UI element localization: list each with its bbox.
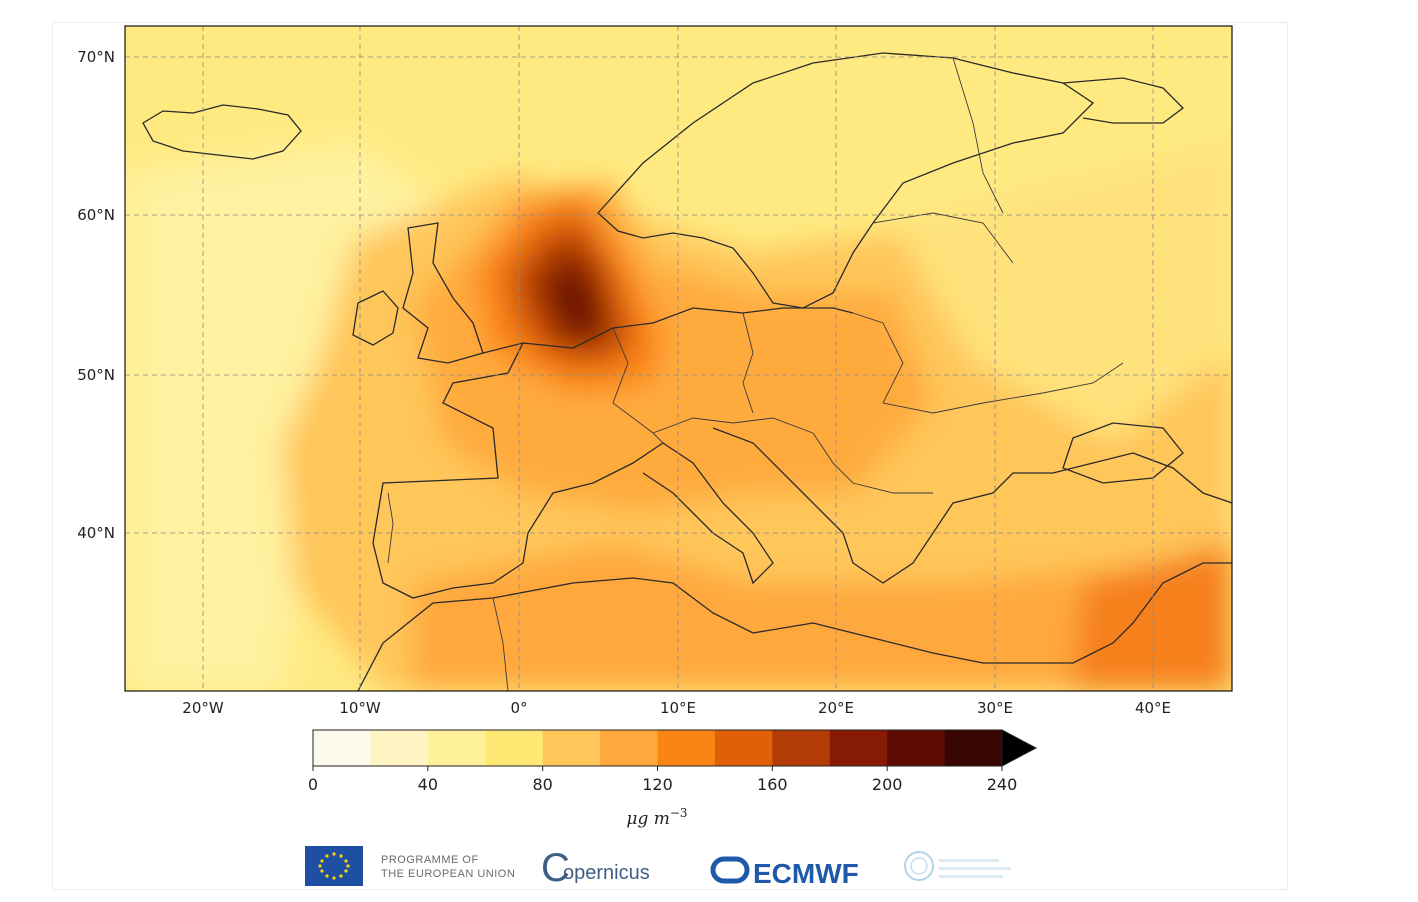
scandinavia-coast: [597, 52, 1095, 309]
colorbar-swatch: [542, 730, 601, 766]
border-alps: [652, 417, 814, 434]
country-borders: [387, 57, 1124, 691]
eu-stars-icon: [318, 852, 350, 880]
italy-coast: [592, 442, 774, 585]
black-sea-coast: [1062, 422, 1184, 484]
africa-coast: [357, 577, 1134, 691]
ecmwf-logo: ECMWF: [710, 856, 859, 889]
lon-axis: 20°W 10°W 0° 10°E 20°E 30°E 40°E: [182, 699, 1171, 717]
lat-tick-label: 70°N: [77, 48, 115, 66]
border-balkans: [812, 432, 933, 494]
colorbar-tick-label: 0: [308, 775, 318, 794]
colorbar-swatch: [313, 730, 371, 766]
field-north-sea-core: [543, 263, 603, 338]
lat-tick-label: 40°N: [77, 524, 115, 542]
border-ukraine: [882, 362, 1124, 414]
colorbar-swatch: [485, 730, 544, 766]
colorbar-tick-label: 200: [872, 775, 903, 794]
partner-swirl-inner-icon: [910, 857, 928, 875]
lat-axis: 70°N 60°N 50°N 40°N: [77, 48, 115, 542]
border-spain-portugal: [387, 492, 394, 564]
border-baltics: [872, 212, 1014, 264]
levant-coast: [1132, 562, 1232, 624]
colorbar-swatch: [657, 730, 716, 766]
ecmwf-text: ECMWF: [753, 858, 859, 889]
colorbar-swatch: [370, 730, 429, 766]
field-mediterranean-orange: [413, 543, 1232, 691]
lon-tick-label: 10°E: [660, 699, 696, 717]
britain-coast: [402, 222, 484, 364]
map-border: [124, 25, 1233, 692]
eu-programme-text: THE EUROPEAN UNION: [381, 868, 515, 880]
border-north-africa: [492, 597, 509, 691]
lon-tick-label: 20°W: [182, 699, 224, 717]
lat-tick-label: 60°N: [77, 206, 115, 224]
eu-flag-icon: [305, 846, 363, 886]
copernicus-text: opernicus: [563, 862, 650, 884]
colorbar-swatch: [772, 730, 831, 766]
ecmwf-symbol-icon: [710, 856, 750, 884]
colorbar-swatch: [600, 730, 658, 766]
partner-logo: [904, 851, 1011, 881]
colorbar-tick-label: 240: [987, 775, 1018, 794]
colorbar-swatches: [313, 730, 1003, 766]
continent-coast: [482, 307, 854, 354]
colorbar-swatch: [944, 730, 1003, 766]
eu-logo: PROGRAMME OF THE EUROPEAN UNION: [305, 846, 515, 886]
colorbar-extend-arrow: [1001, 729, 1038, 767]
lon-tick-label: 0°: [510, 699, 527, 717]
eu-programme-text: PROGRAMME OF: [381, 854, 479, 866]
partner-text-placeholder: [939, 859, 999, 862]
copernicus-logo: C opernicus: [541, 846, 650, 889]
lon-tick-label: 30°E: [977, 699, 1013, 717]
russia-arctic-coast: [1062, 77, 1184, 124]
colorbar-unit-label: μg m−3: [626, 806, 687, 829]
colorbar: 0 40 80 120 160 200 240 μg m−3: [308, 729, 1038, 829]
lat-tick-label: 50°N: [77, 366, 115, 384]
field-levant-dark-orange: [1073, 543, 1232, 691]
field-ru-low: [893, 143, 1232, 443]
iceland-coast: [142, 104, 302, 160]
border-finland-russia: [952, 57, 1004, 214]
colorbar-tick-label: 80: [532, 775, 552, 794]
figure-canvas: 70°N 60°N 50°N 40°N 20°W 10°W 0° 10°E 20…: [77, 25, 1233, 889]
colorbar-unit-exponent: −3: [670, 806, 688, 820]
border-france-germany: [612, 327, 664, 444]
partner-swirl-icon: [904, 851, 934, 881]
colorbar-swatch: [427, 730, 486, 766]
partner-text-placeholder: [939, 875, 1003, 878]
border-poland-east: [852, 312, 904, 404]
concentration-field: [125, 26, 1232, 691]
lon-tick-label: 10°W: [339, 699, 381, 717]
gridlines: [125, 26, 1232, 691]
lon-tick-label: 40°E: [1135, 699, 1171, 717]
colorbar-tick-label: 160: [757, 775, 788, 794]
lon-tick-label: 20°E: [818, 699, 854, 717]
colorbar-tick-label: 40: [418, 775, 438, 794]
partner-text-placeholder: [939, 867, 1011, 870]
colorbar-swatch: [714, 730, 773, 766]
colorbar-ticks: 0 40 80 120 160 200 240: [308, 766, 1017, 794]
ireland-coast: [352, 290, 399, 346]
figure-frame: 70°N 60°N 50°N 40°N 20°W 10°W 0° 10°E 20…: [52, 22, 1288, 890]
balkans-coast: [712, 427, 1232, 584]
colorbar-swatch: [829, 730, 888, 766]
colorbar-swatch: [887, 730, 946, 766]
coastlines: [142, 52, 1232, 691]
colorbar-tick-label: 120: [642, 775, 673, 794]
copernicus-c-icon: C: [541, 846, 570, 889]
border-germany-poland: [742, 312, 754, 414]
france-iberia-coast: [372, 342, 594, 599]
